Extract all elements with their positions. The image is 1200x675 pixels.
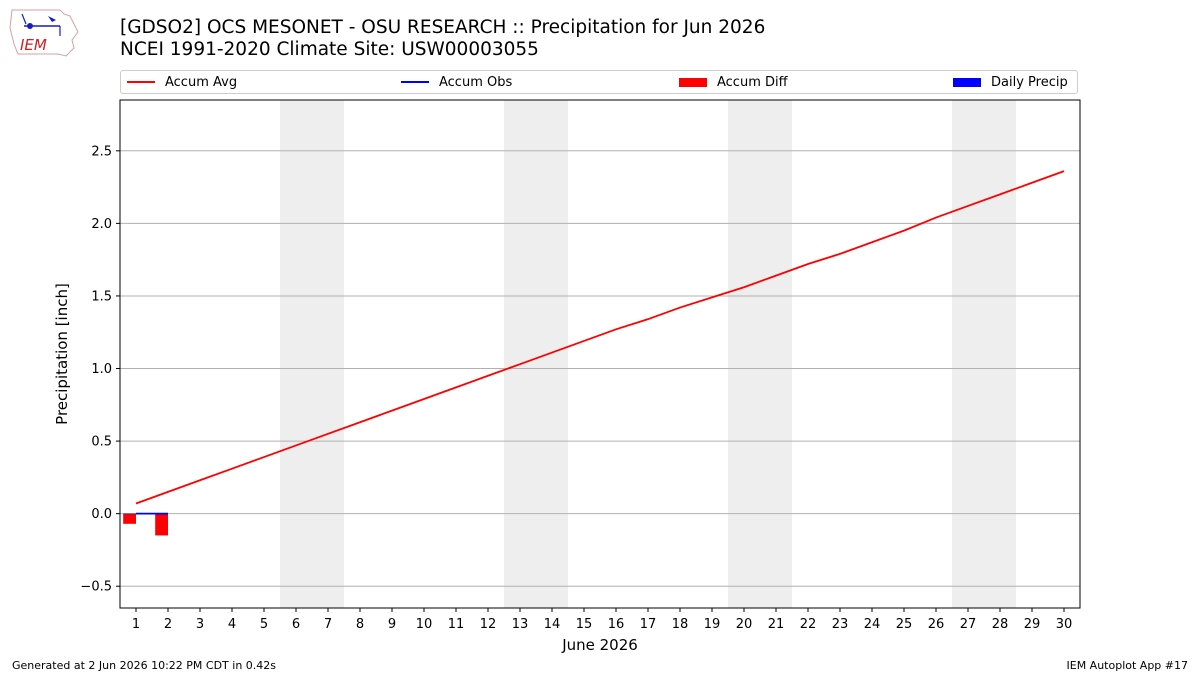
x-tick-label: 6 <box>292 617 300 632</box>
legend-label: Accum Diff <box>717 74 788 90</box>
app-id-label: IEM Autoplot App #17 <box>1066 659 1189 672</box>
x-tick-label: 30 <box>1056 617 1073 632</box>
chart-subtitle: NCEI 1991-2020 Climate Site: USW00003055 <box>120 39 539 60</box>
legend-item-accum-avg: Accum Avg <box>127 71 237 93</box>
plot-frame <box>119 99 1081 609</box>
x-axis-label: June 2026 <box>561 636 638 654</box>
x-tick-label: 29 <box>1024 617 1041 632</box>
y-axis-label: Precipitation [inch] <box>53 283 71 425</box>
y-tick-label: 1.5 <box>91 289 112 304</box>
bar-accum-diff <box>123 513 136 524</box>
legend: Accum Avg Accum Obs Accum Diff Daily Pre… <box>120 70 1078 94</box>
weekend-shade <box>504 100 568 608</box>
weekend-shade <box>952 100 1016 608</box>
legend-swatch <box>679 77 707 87</box>
x-tick-label: 24 <box>864 617 881 632</box>
legend-item-accum-diff: Accum Diff <box>679 71 788 93</box>
x-tick-label: 12 <box>480 617 497 632</box>
legend-label: Accum Avg <box>165 74 238 90</box>
legend-swatch <box>127 81 155 83</box>
x-tick-label: 16 <box>608 617 625 632</box>
x-tick-label: 17 <box>640 617 657 632</box>
y-tick-label: 1.0 <box>91 362 112 377</box>
x-tick-label: 22 <box>800 617 817 632</box>
x-tick-label: 2 <box>164 617 172 632</box>
x-tick-label: 21 <box>768 617 785 632</box>
y-tick-label: 2.5 <box>91 144 112 159</box>
x-tick-label: 26 <box>928 617 945 632</box>
y-tick-label: −0.5 <box>80 580 112 595</box>
x-tick-label: 18 <box>672 617 689 632</box>
x-tick-label: 15 <box>576 617 593 632</box>
x-tick-label: 5 <box>260 617 268 632</box>
legend-label: Accum Obs <box>439 74 513 90</box>
x-tick-label: 19 <box>704 617 721 632</box>
y-tick-label: 0.0 <box>91 507 112 522</box>
weekend-shade <box>728 100 792 608</box>
x-tick-label: 14 <box>544 617 561 632</box>
x-tick-label: 10 <box>416 617 433 632</box>
x-tick-label: 4 <box>228 617 236 632</box>
bar-daily-precip <box>123 513 136 515</box>
chart-title: [GDSO2] OCS MESONET - OSU RESEARCH :: Pr… <box>120 17 766 38</box>
x-tick-label: 23 <box>832 617 849 632</box>
x-tick-label: 28 <box>992 617 1009 632</box>
weekend-shade <box>280 100 344 608</box>
bar-accum-diff <box>155 513 168 536</box>
legend-label: Daily Precip <box>991 74 1068 90</box>
line-accum-avg <box>135 170 1065 505</box>
logo-text: IEM <box>20 36 47 54</box>
legend-item-daily-precip: Daily Precip <box>953 71 1068 93</box>
legend-swatch <box>401 81 429 83</box>
y-tick-label: 2.0 <box>91 217 112 232</box>
legend-swatch <box>953 77 981 87</box>
x-tick-label: 13 <box>512 617 529 632</box>
x-tick-label: 7 <box>324 617 332 632</box>
x-tick-label: 8 <box>356 617 364 632</box>
legend-item-accum-obs: Accum Obs <box>401 71 512 93</box>
y-tick-label: 0.5 <box>91 435 112 450</box>
x-tick-label: 1 <box>132 617 140 632</box>
x-tick-label: 20 <box>736 617 753 632</box>
x-tick-label: 9 <box>388 617 396 632</box>
x-tick-label: 25 <box>896 617 913 632</box>
x-tick-label: 11 <box>448 617 465 632</box>
iem-logo: IEM <box>9 9 79 57</box>
x-tick-label: 3 <box>196 617 204 632</box>
generated-timestamp: Generated at 2 Jun 2026 10:22 PM CDT in … <box>12 659 277 672</box>
x-tick-label: 27 <box>960 617 977 632</box>
